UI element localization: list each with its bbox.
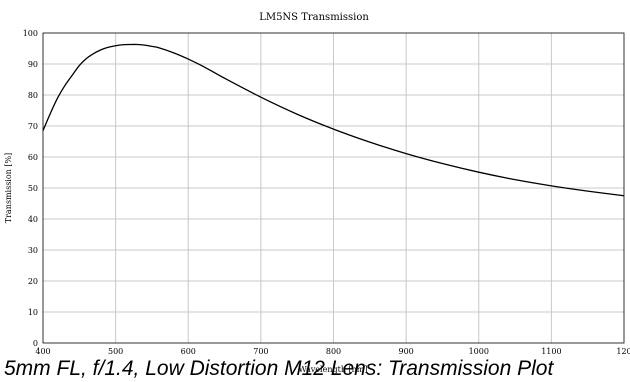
x-tick-label: 900 <box>398 347 413 356</box>
y-tick-label: 20 <box>28 277 38 286</box>
x-tick-label: 600 <box>181 347 196 356</box>
y-tick-label: 80 <box>28 91 38 100</box>
x-tick-label: 700 <box>253 347 268 356</box>
y-tick-label: 60 <box>28 153 38 162</box>
y-tick-label: 40 <box>28 215 38 224</box>
x-tick-label: 400 <box>35 347 50 356</box>
y-tick-labels: 0 10 20 30 40 50 60 70 80 90 100 <box>23 29 38 348</box>
y-tick-label: 0 <box>33 339 38 348</box>
y-tick-label: 90 <box>28 60 38 69</box>
y-tick-label: 50 <box>28 184 38 193</box>
x-tick-label: 500 <box>108 347 123 356</box>
x-tick-label: 800 <box>326 347 341 356</box>
series-layer <box>42 43 625 197</box>
series-line-transmission <box>42 43 625 197</box>
x-tick-label: 1000 <box>469 347 489 356</box>
y-axis-title: Transmission [%] <box>4 153 13 223</box>
y-tick-label: 30 <box>28 246 38 255</box>
y-tick-label: 10 <box>28 308 38 317</box>
x-tick-label: 120 <box>616 347 630 356</box>
grid <box>43 33 624 343</box>
x-axis-title: Wavelength [nm] <box>298 365 367 374</box>
y-tick-label: 70 <box>28 122 38 131</box>
plot-frame <box>42 32 625 344</box>
chart-title: LM5NS Transmission <box>259 12 369 23</box>
x-tick-labels: 400 500 600 700 800 900 1000 1100 120 <box>35 347 630 356</box>
x-tick-label: 1100 <box>541 347 561 356</box>
y-tick-label: 100 <box>23 29 38 38</box>
figure-caption: 5mm FL, f/1.4, Low Distortion M12 Lens: … <box>4 357 554 380</box>
